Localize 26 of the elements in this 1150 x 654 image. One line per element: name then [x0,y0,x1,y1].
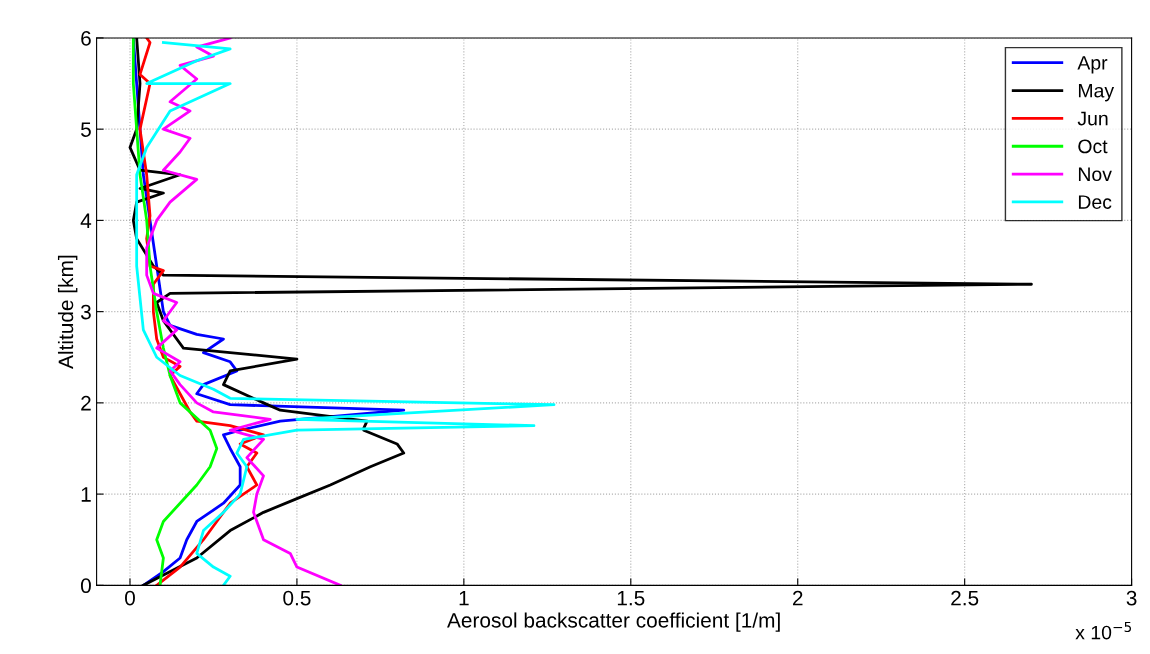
y-tick-label: 3 [80,304,91,320]
y-axis-title: Altitude [km] [57,255,78,369]
y-tick-label: 5 [80,122,91,137]
x-tick-label: 2.5 [951,590,979,606]
y-tick-label: 1 [81,487,91,502]
x-tick-label: 0 [125,590,135,606]
legend-label: Dec [1078,195,1112,209]
y-tick-label: 2 [81,395,91,411]
text: x 10$^{−5}$ [1075,621,1132,640]
legend-label: Nov [1078,167,1112,182]
x-axis-title: Aerosol backscatter coefficient [1/m] [447,612,780,632]
y-tick-label: 6 [81,30,91,46]
x-tick-label: 1 [459,590,469,606]
line-series [145,37,342,586]
legend-label: Apr [1077,56,1108,74]
x-tick-label: 2 [792,590,803,606]
legend-label: May [1078,83,1115,102]
x-tick-label: 0.5 [283,590,311,606]
x-tick-label: 3 [1126,590,1137,606]
y-tick-label: 0 [80,578,91,594]
legend-label: Jun [1077,111,1108,126]
y-tick-label: 4 [80,213,92,228]
x-tick-label: 1.5 [617,590,645,606]
line-series [135,41,556,586]
line-series [131,37,219,586]
legend-label: Oct [1078,139,1108,154]
